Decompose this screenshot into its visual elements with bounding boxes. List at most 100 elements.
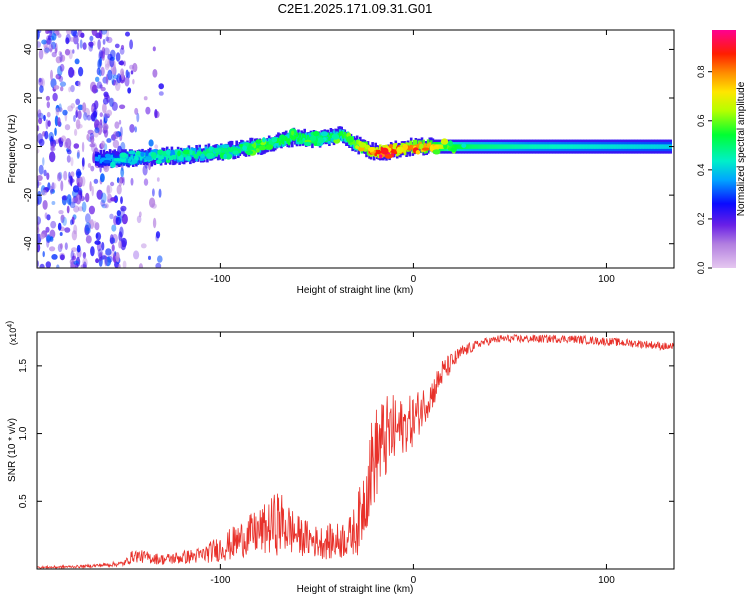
noise-speckle (72, 185, 80, 193)
noise-speckle (58, 50, 62, 56)
noise-speckle (143, 178, 149, 186)
ridge-blob (155, 159, 162, 164)
ridge-cell (325, 132, 328, 142)
ridge-blob (165, 149, 171, 155)
noise-speckle (129, 123, 135, 133)
noise-speckle (37, 194, 42, 205)
noise-speckle (119, 226, 124, 238)
ridge-cell (277, 138, 280, 148)
noise-speckle (101, 204, 108, 209)
ridge-cell (633, 144, 637, 149)
ridge-cell (646, 144, 649, 149)
ridge-cell (615, 144, 618, 149)
noise-speckle (79, 39, 83, 49)
ridge-cell (303, 134, 306, 139)
noise-speckle (106, 184, 110, 196)
ridge-cell (227, 147, 231, 157)
ridge-cell (450, 144, 453, 149)
ridge-blob (320, 131, 328, 137)
ridge-cell (300, 137, 303, 142)
noise-speckle (138, 263, 143, 268)
noise-speckle (51, 201, 56, 205)
ridge-cell (470, 144, 473, 149)
noise-speckle (42, 251, 45, 258)
noise-speckle (69, 37, 76, 42)
noise-speckle (115, 217, 122, 225)
ridge-cell (616, 144, 620, 149)
colorbar-ticks: 0.0 0.2 0.4 0.6 0.8 (696, 65, 712, 274)
spectrogram-marks (37, 30, 672, 268)
noise-speckle (132, 78, 135, 85)
noise-speckle (46, 101, 50, 109)
ridge-cell (176, 155, 180, 160)
noise-speckle (38, 138, 45, 147)
ridge-cell (428, 142, 432, 147)
noise-speckle (58, 210, 64, 215)
noise-speckle (41, 189, 47, 196)
ridge-cell (430, 140, 433, 150)
ridge-blob (331, 133, 340, 140)
noise-speckle (89, 181, 92, 192)
noise-speckle (119, 215, 123, 224)
noise-speckle (76, 149, 81, 158)
noise-speckle (97, 39, 101, 50)
noise-speckle (158, 83, 164, 90)
ridge-cell (422, 139, 425, 149)
noise-speckle (51, 51, 57, 58)
ridge-cell (545, 144, 549, 149)
noise-speckle (94, 127, 100, 134)
noise-speckle (154, 109, 158, 119)
noise-speckle (122, 176, 125, 186)
ridge-cell (437, 144, 441, 149)
noise-speckle (50, 141, 55, 151)
ridge-cell (564, 144, 567, 149)
ridge-cell (561, 144, 564, 149)
ridge-cell (357, 140, 360, 145)
colorbar: 0.0 0.2 0.4 0.6 0.8 Normalized spectral ampl… (696, 30, 747, 274)
noise-speckle (130, 70, 134, 75)
y-tick-label: 20 (23, 92, 34, 104)
noise-speckle (81, 141, 85, 153)
noise-speckle (42, 157, 45, 166)
noise-speckle (106, 138, 112, 143)
ridge-cell (636, 144, 640, 149)
colorbar-tick-label: 0.0 (696, 262, 706, 275)
colorbar-tick-label: 0.4 (696, 164, 706, 177)
ridge-cell (286, 138, 289, 143)
noise-speckle (68, 67, 75, 78)
noise-speckle (75, 262, 79, 268)
ridge-cell (643, 144, 646, 149)
ridge-cell (581, 144, 584, 149)
ridge-cell (192, 150, 195, 156)
noise-speckle (63, 170, 68, 181)
noise-speckle (56, 264, 60, 268)
ridge-cell (626, 144, 629, 149)
noise-speckle (78, 189, 82, 195)
noise-speckle (76, 152, 80, 159)
ridge-blob (208, 146, 213, 151)
ridge-cell (172, 154, 175, 160)
noise-speckle (112, 74, 119, 79)
noise-speckle (65, 30, 72, 35)
noise-speckle (155, 262, 162, 268)
ridge-cell (224, 147, 228, 152)
ridge-cell (204, 152, 208, 157)
ridge-cell (220, 144, 223, 154)
noise-speckle (46, 172, 50, 180)
spectrogram-panel: -100 0 100 -40 -20 0 20 40 Height of straight … (7, 29, 675, 296)
noise-speckle (93, 220, 97, 229)
ridge-cell (465, 144, 469, 149)
ridge-cell (598, 144, 601, 149)
noise-speckle (44, 130, 49, 140)
noise-speckle (45, 226, 50, 233)
noise-speckle (113, 131, 120, 140)
ridge-cell (127, 158, 130, 164)
ridge-cell (587, 144, 591, 149)
ridge-cell (590, 144, 594, 149)
noise-speckle (87, 163, 92, 168)
ridge-cell (227, 147, 231, 152)
noise-speckle (120, 141, 126, 152)
noise-speckle (96, 189, 103, 200)
noise-speckle (74, 58, 80, 65)
ridge-cell (592, 144, 595, 149)
